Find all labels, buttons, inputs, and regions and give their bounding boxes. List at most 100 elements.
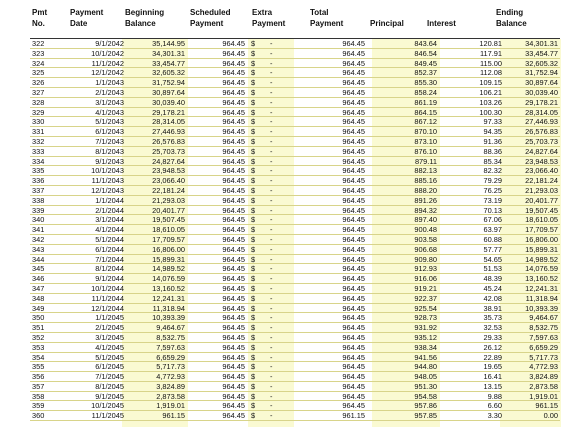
interest-cell: 100.30 xyxy=(479,107,502,117)
column-band xyxy=(248,39,294,427)
table-row: 334 9/1/2043 24,827.64 964.45 $ - 964.45 879.11… xyxy=(30,157,560,167)
scheduled-payment-cell: 964.45 xyxy=(222,293,245,303)
total-payment-cell: 964.45 xyxy=(342,48,365,58)
extra-payment-cell: - xyxy=(270,97,273,107)
currency-symbol-cell: $ xyxy=(251,146,256,156)
payment-date-cell: 2/1/2043 xyxy=(95,87,124,97)
interest-cell: 6.60 xyxy=(487,401,502,411)
interest-cell: 79.29 xyxy=(483,176,503,186)
beginning-balance-cell: 20,401.77 xyxy=(152,205,185,215)
principal-cell: 879.11 xyxy=(414,156,437,166)
scheduled-payment-cell: 964.45 xyxy=(222,87,245,97)
scheduled-payment-cell: 964.45 xyxy=(222,274,245,284)
pmt-no-cell: 357 xyxy=(32,381,45,391)
interest-cell: 57.77 xyxy=(483,244,503,254)
currency-symbol-cell: $ xyxy=(251,58,256,68)
beginning-balance-cell: 1,919.01 xyxy=(156,401,185,411)
total-payment-cell: 964.45 xyxy=(342,87,365,97)
header-line2: Payment xyxy=(190,19,224,28)
scheduled-payment-cell: 964.45 xyxy=(222,372,245,382)
total-payment-cell: 964.45 xyxy=(342,107,365,117)
payment-date-cell: 11/1/2044 xyxy=(91,293,124,303)
currency-symbol-cell: $ xyxy=(251,244,256,254)
pmt-no-cell: 349 xyxy=(32,303,45,313)
pmt-no-cell: 345 xyxy=(32,264,45,274)
scheduled-payment-cell: 964.45 xyxy=(222,342,245,352)
principal-cell: 897.40 xyxy=(414,215,437,225)
scheduled-payment-cell: 964.45 xyxy=(222,303,245,313)
interest-cell: 22.89 xyxy=(483,352,503,362)
currency-symbol-cell: $ xyxy=(251,234,256,244)
scheduled-payment-cell: 964.45 xyxy=(222,205,245,215)
scheduled-payment-cell: 964.45 xyxy=(222,136,245,146)
beginning-balance-cell: 11,318.94 xyxy=(152,303,185,313)
pmt-no-cell: 356 xyxy=(32,372,45,382)
interest-cell: 16.41 xyxy=(483,372,503,382)
currency-symbol-cell: $ xyxy=(251,391,256,401)
ending-balance-cell: 31,752.94 xyxy=(525,68,558,78)
header-line1: Ending xyxy=(496,8,524,17)
ending-balance-cell: 23,066.40 xyxy=(525,166,558,176)
header-line1: Payment xyxy=(70,8,104,17)
total-payment-cell: 964.45 xyxy=(342,323,365,333)
table-row: 331 6/1/2043 27,446.93 964.45 $ - 964.45 870.10… xyxy=(30,127,560,137)
currency-symbol-cell: $ xyxy=(251,136,256,146)
pmt-no-cell: 322 xyxy=(32,39,45,48)
payment-date-cell: 1/1/2044 xyxy=(95,195,124,205)
ending-balance-cell: 961.15 xyxy=(535,401,558,411)
principal-cell: 919.21 xyxy=(414,283,437,293)
beginning-balance-cell: 19,507.45 xyxy=(152,215,185,225)
beginning-balance-cell: 33,454.77 xyxy=(152,58,185,68)
extra-payment-cell: - xyxy=(270,176,273,186)
pmt-no-cell: 337 xyxy=(32,185,45,195)
principal-cell: 900.48 xyxy=(414,225,437,235)
header-line2: Principal xyxy=(370,19,404,28)
total-payment-cell: 964.45 xyxy=(342,264,365,274)
payment-date-cell: 5/1/2044 xyxy=(95,234,124,244)
currency-symbol-cell: $ xyxy=(251,332,256,342)
currency-symbol-cell: $ xyxy=(251,87,256,97)
payment-date-cell: 2/1/2044 xyxy=(95,205,124,215)
beginning-balance-cell: 30,039.40 xyxy=(152,97,185,107)
pmt-no-cell: 350 xyxy=(32,313,45,323)
beginning-balance-cell: 23,948.53 xyxy=(152,166,185,176)
scheduled-payment-cell: 964.45 xyxy=(222,195,245,205)
beginning-balance-cell: 5,717.73 xyxy=(156,362,185,372)
total-payment-cell: 964.45 xyxy=(342,146,365,156)
payment-date-cell: 3/1/2045 xyxy=(95,332,124,342)
payment-date-cell: 4/1/2044 xyxy=(95,225,124,235)
header-line2: Balance xyxy=(496,19,527,28)
table-row: 342 5/1/2044 17,709.57 964.45 $ - 964.45 903.58… xyxy=(30,235,560,245)
beginning-balance-cell: 31,752.94 xyxy=(152,78,185,88)
interest-cell: 85.34 xyxy=(483,156,503,166)
currency-symbol-cell: $ xyxy=(251,156,256,166)
principal-cell: 864.15 xyxy=(414,107,437,117)
scheduled-payment-cell: 964.45 xyxy=(222,313,245,323)
extra-payment-cell: - xyxy=(270,68,273,78)
total-payment-cell: 964.45 xyxy=(342,342,365,352)
extra-payment-cell: - xyxy=(270,146,273,156)
scheduled-payment-cell: 964.45 xyxy=(222,391,245,401)
ending-balance-cell: 24,827.64 xyxy=(525,146,558,156)
currency-symbol-cell: $ xyxy=(251,205,256,215)
ending-balance-cell: 21,293.03 xyxy=(525,185,558,195)
interest-cell: 88.36 xyxy=(483,146,503,156)
total-payment-cell: 964.45 xyxy=(342,117,365,127)
principal-cell: 912.93 xyxy=(414,264,437,274)
payment-date-cell: 12/1/2043 xyxy=(91,185,124,195)
currency-symbol-cell: $ xyxy=(251,176,256,186)
payment-date-cell: 10/1/2043 xyxy=(91,166,124,176)
beginning-balance-cell: 21,293.03 xyxy=(152,195,185,205)
total-payment-cell: 964.45 xyxy=(342,78,365,88)
table-row: 330 5/1/2043 28,314.05 964.45 $ - 964.45 867.12… xyxy=(30,117,560,128)
total-payment-cell: 964.45 xyxy=(342,225,365,235)
payment-date-cell: 6/1/2043 xyxy=(95,127,124,137)
ending-balance-cell: 25,703.73 xyxy=(525,136,558,146)
ending-balance-cell: 26,576.83 xyxy=(525,127,558,137)
table-row: 356 7/1/2045 4,772.93 964.45 $ - 964.45 948.05 1… xyxy=(30,372,560,382)
payment-date-cell: 11/1/2043 xyxy=(91,176,124,186)
extra-payment-cell: - xyxy=(270,372,273,382)
beginning-balance-cell: 13,160.52 xyxy=(152,283,185,293)
extra-payment-cell: - xyxy=(270,381,273,391)
currency-symbol-cell: $ xyxy=(251,352,256,362)
